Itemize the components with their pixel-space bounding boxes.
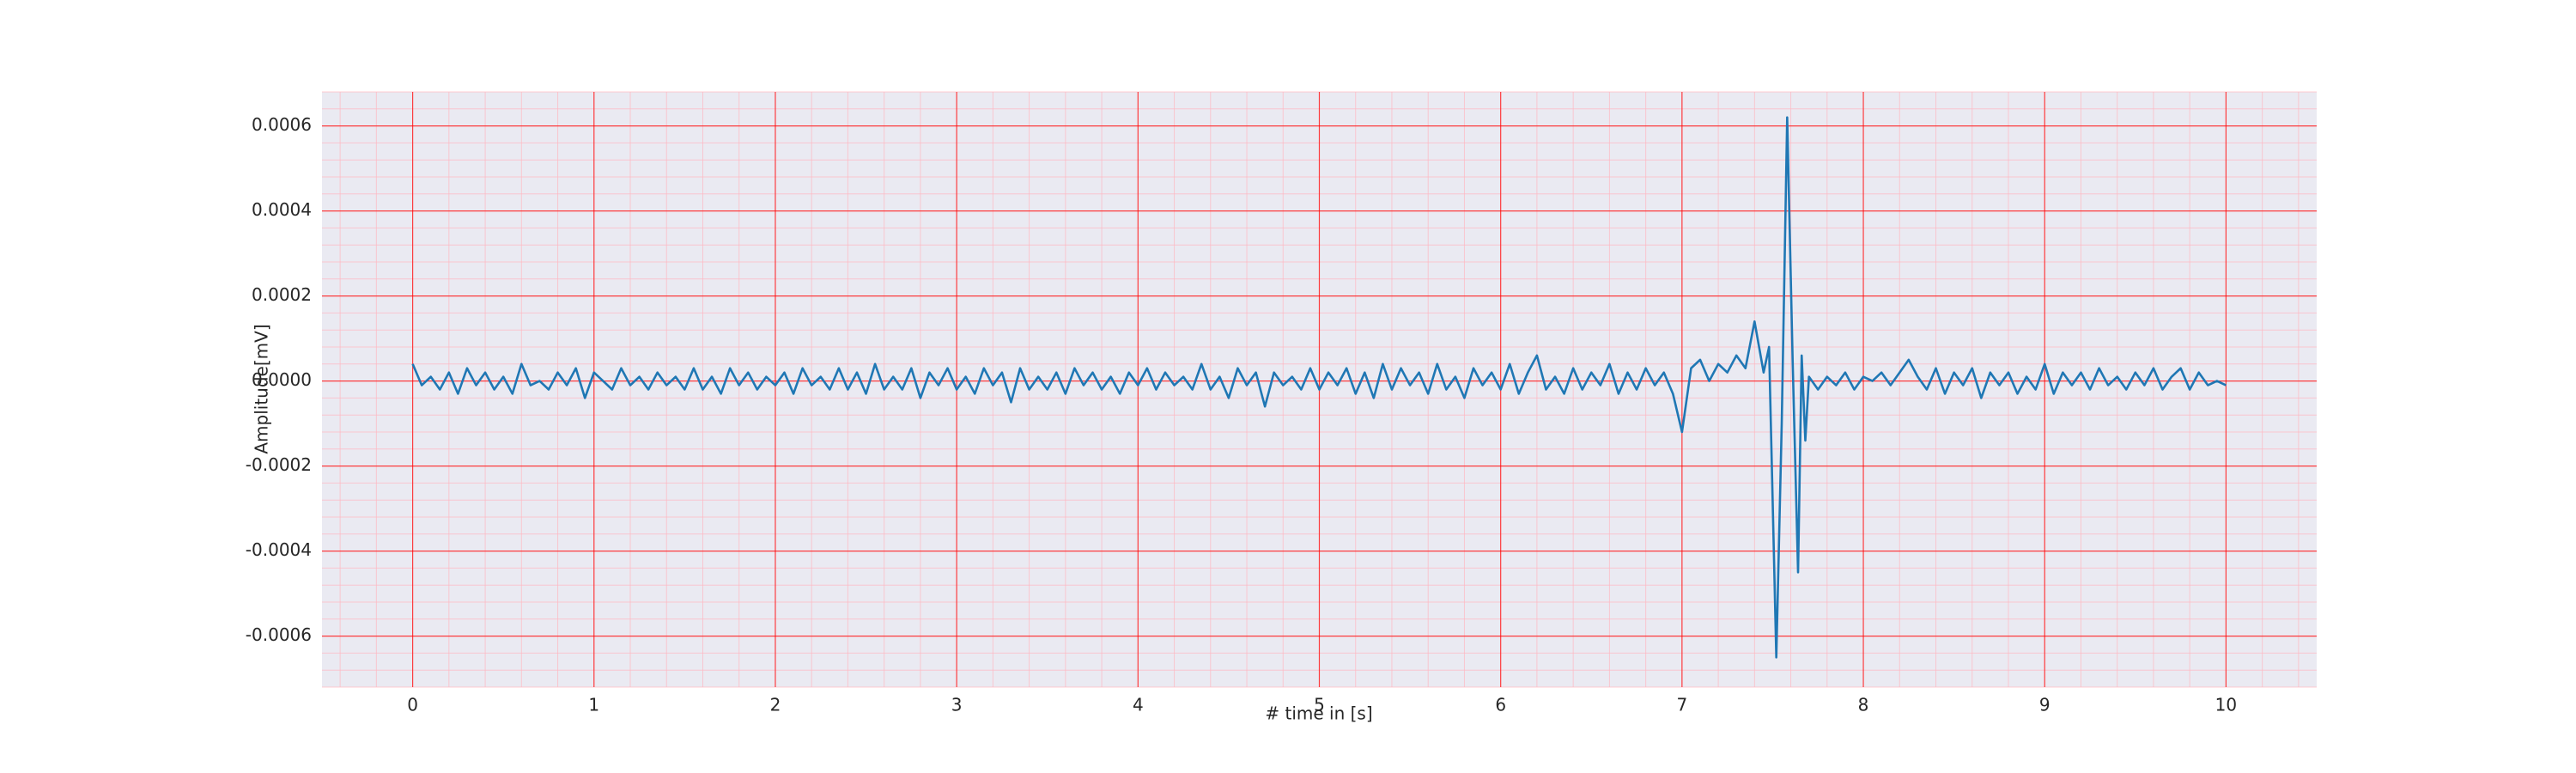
x-tick-label: 10	[2215, 695, 2237, 715]
y-tick-label: 0.0004	[252, 199, 312, 220]
signal-line	[411, 116, 2227, 659]
x-tick-label: 8	[1858, 695, 1869, 715]
x-tick-label: 2	[770, 695, 781, 715]
x-axis-label: # time in [s]	[1265, 703, 1372, 724]
x-tick-label: 6	[1495, 695, 1506, 715]
x-tick-label: 4	[1133, 695, 1144, 715]
y-tick-label: -0.0002	[246, 454, 312, 475]
x-tick-label: 0	[407, 695, 418, 715]
y-axis-label: Amplitude[mV]	[252, 324, 272, 453]
y-tick-label: -0.0006	[246, 624, 312, 645]
y-tick-label: 0.0000	[252, 369, 312, 390]
x-tick-label: 3	[951, 695, 963, 715]
y-tick-label: -0.0004	[246, 539, 312, 560]
x-tick-label: 1	[588, 695, 599, 715]
y-tick-label: 0.0006	[252, 114, 312, 135]
y-tick-label: 0.0002	[252, 284, 312, 305]
x-tick-label: 9	[2039, 695, 2050, 715]
x-tick-label: 5	[1314, 695, 1325, 715]
x-tick-label: 7	[1676, 695, 1687, 715]
